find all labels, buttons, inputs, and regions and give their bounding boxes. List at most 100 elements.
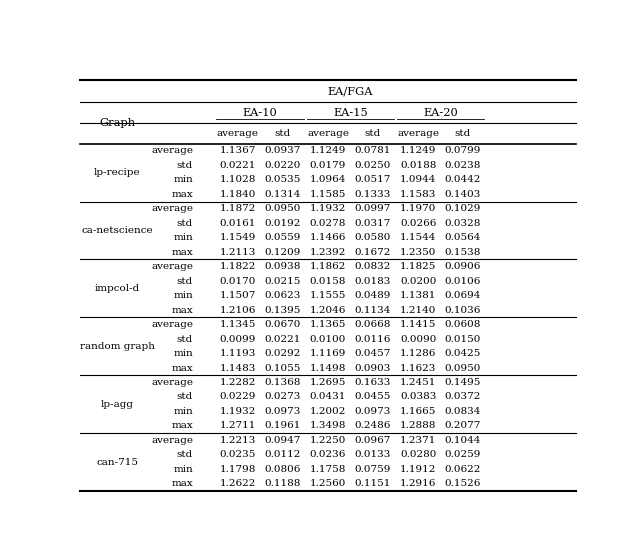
Text: average: average	[151, 320, 193, 329]
Text: 1.1912: 1.1912	[400, 465, 436, 474]
Text: 0.0221: 0.0221	[264, 335, 301, 344]
Text: 1.1555: 1.1555	[310, 291, 346, 300]
Text: 0.0106: 0.0106	[445, 277, 481, 286]
Text: 0.0622: 0.0622	[445, 465, 481, 474]
Text: 0.0455: 0.0455	[355, 392, 391, 401]
Text: 1.1758: 1.1758	[310, 465, 346, 474]
Text: 1.1840: 1.1840	[220, 190, 256, 199]
Text: 0.0431: 0.0431	[310, 392, 346, 401]
Text: 1.1507: 1.1507	[220, 291, 256, 300]
Text: 1.2916: 1.2916	[400, 479, 436, 489]
Text: 1.1483: 1.1483	[220, 363, 256, 372]
Text: 1.1583: 1.1583	[400, 190, 436, 199]
Text: 1.1798: 1.1798	[220, 465, 256, 474]
Text: 1.1862: 1.1862	[310, 262, 346, 271]
Text: 0.0973: 0.0973	[264, 407, 301, 416]
Text: 1.0944: 1.0944	[400, 176, 436, 184]
Text: 1.1498: 1.1498	[310, 363, 346, 372]
Text: 0.1403: 0.1403	[445, 190, 481, 199]
Text: 0.0564: 0.0564	[445, 233, 481, 242]
Text: 0.0133: 0.0133	[355, 451, 391, 459]
Text: 0.0997: 0.0997	[355, 205, 391, 214]
Text: 0.1134: 0.1134	[355, 306, 391, 315]
Text: 1.2560: 1.2560	[310, 479, 346, 489]
Text: 1.1544: 1.1544	[400, 233, 436, 242]
Text: 0.1395: 0.1395	[264, 306, 301, 315]
Text: 1.1585: 1.1585	[310, 190, 346, 199]
Text: lp-recipe: lp-recipe	[94, 168, 141, 177]
Text: 1.2106: 1.2106	[220, 306, 256, 315]
Text: 0.1672: 0.1672	[355, 248, 391, 257]
Text: 1.2371: 1.2371	[400, 436, 436, 445]
Text: 0.0200: 0.0200	[400, 277, 436, 286]
Text: 0.0759: 0.0759	[355, 465, 391, 474]
Text: 0.0188: 0.0188	[400, 161, 436, 170]
Text: 0.0442: 0.0442	[445, 176, 481, 184]
Text: 0.1526: 0.1526	[445, 479, 481, 489]
Text: 0.0947: 0.0947	[264, 436, 301, 445]
Text: 0.0179: 0.0179	[310, 161, 346, 170]
Text: 0.0192: 0.0192	[264, 219, 301, 228]
Text: 0.0215: 0.0215	[264, 277, 301, 286]
Text: 0.0580: 0.0580	[355, 233, 391, 242]
Text: 0.0623: 0.0623	[264, 291, 301, 300]
Text: 0.1044: 0.1044	[445, 436, 481, 445]
Text: 1.1415: 1.1415	[400, 320, 436, 329]
Text: 1.1932: 1.1932	[310, 205, 346, 214]
Text: 0.0158: 0.0158	[310, 277, 346, 286]
Text: 1.1028: 1.1028	[220, 176, 256, 184]
Text: 0.0670: 0.0670	[264, 320, 301, 329]
Text: 0.1055: 0.1055	[264, 363, 301, 372]
Text: average: average	[307, 129, 349, 138]
Text: 1.2282: 1.2282	[220, 378, 256, 387]
Text: 0.0973: 0.0973	[355, 407, 391, 416]
Text: 0.0273: 0.0273	[264, 392, 301, 401]
Text: 0.0950: 0.0950	[445, 363, 481, 372]
Text: 0.0938: 0.0938	[264, 262, 301, 271]
Text: 1.2392: 1.2392	[310, 248, 346, 257]
Text: 1.0964: 1.0964	[310, 176, 346, 184]
Text: 1.2250: 1.2250	[310, 436, 346, 445]
Text: EA/FGA: EA/FGA	[328, 86, 373, 96]
Text: 0.1036: 0.1036	[445, 306, 481, 315]
Text: max: max	[172, 248, 193, 257]
Text: lp-agg: lp-agg	[100, 400, 134, 409]
Text: std: std	[177, 161, 193, 170]
Text: 0.0090: 0.0090	[400, 335, 436, 344]
Text: std: std	[177, 335, 193, 344]
Text: max: max	[172, 190, 193, 199]
Text: 0.0183: 0.0183	[355, 277, 391, 286]
Text: 0.2486: 0.2486	[355, 421, 391, 430]
Text: max: max	[172, 421, 193, 430]
Text: 1.1345: 1.1345	[220, 320, 256, 329]
Text: 0.1538: 0.1538	[445, 248, 481, 257]
Text: impcol-d: impcol-d	[95, 284, 140, 293]
Text: 0.0259: 0.0259	[445, 451, 481, 459]
Text: std: std	[177, 277, 193, 286]
Text: 0.2077: 0.2077	[445, 421, 481, 430]
Text: 0.1314: 0.1314	[264, 190, 301, 199]
Text: std: std	[275, 129, 291, 138]
Text: 0.0799: 0.0799	[445, 146, 481, 155]
Text: 0.0235: 0.0235	[220, 451, 256, 459]
Text: ca-netscience: ca-netscience	[81, 226, 153, 235]
Text: 1.1381: 1.1381	[400, 291, 436, 300]
Text: std: std	[177, 451, 193, 459]
Text: 1.1367: 1.1367	[220, 146, 256, 155]
Text: 0.1333: 0.1333	[355, 190, 391, 199]
Text: 0.0328: 0.0328	[445, 219, 481, 228]
Text: 1.1193: 1.1193	[220, 349, 256, 358]
Text: 1.3498: 1.3498	[310, 421, 346, 430]
Text: 0.0967: 0.0967	[355, 436, 391, 445]
Text: 0.0781: 0.0781	[355, 146, 391, 155]
Text: 1.1623: 1.1623	[400, 363, 436, 372]
Text: 0.0150: 0.0150	[445, 335, 481, 344]
Text: 1.2140: 1.2140	[400, 306, 436, 315]
Text: can-715: can-715	[96, 458, 138, 467]
Text: Graph: Graph	[99, 118, 135, 128]
Text: 1.1249: 1.1249	[310, 146, 346, 155]
Text: 1.2451: 1.2451	[400, 378, 436, 387]
Text: 0.0425: 0.0425	[445, 349, 481, 358]
Text: 0.1961: 0.1961	[264, 421, 301, 430]
Text: average: average	[151, 146, 193, 155]
